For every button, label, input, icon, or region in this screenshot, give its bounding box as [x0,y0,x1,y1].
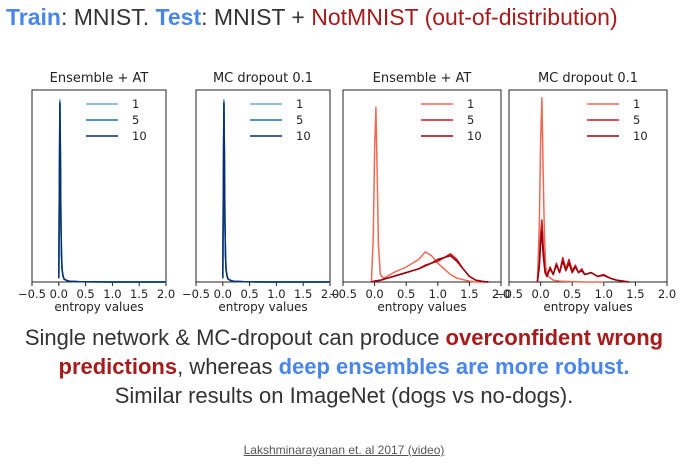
chart-panel-2: MC dropout 0.1 −0.5 0.0 0.5 1.0 1.5 2.0 entropy… [182,71,339,314]
chart-title: MC dropout 0.1 [213,71,313,86]
x-tick-label: 0.5 [76,287,94,301]
x-axis-label: entropy values [218,300,307,314]
title-test-label: Test [155,4,202,30]
title-ood-text: NotMNIST (out-of-distribution) [311,4,618,30]
caption-line-1: Single network & MC-dropout can produce … [0,323,688,352]
legend-label-5: 5 [132,113,139,127]
caption-line2-b: , whereas [177,354,279,379]
legend-label-10: 10 [633,129,648,143]
legend-label-10: 10 [467,129,482,143]
x-tick-label: 1.0 [103,287,121,301]
series-line-10 [371,254,489,283]
series-line-1 [370,106,489,283]
chart-panel-4: MC dropout 0.1 −0.5 0.0 0.5 1.0 1.5 2.0 entropy… [495,71,676,314]
title-test-text: : MNIST + [201,4,312,30]
series-line-1 [58,98,166,283]
x-tick-label: 2.0 [157,287,175,301]
legend-label-5: 5 [633,113,640,127]
x-tick-label: −0.5 [495,287,523,301]
caption-line-3: Similar results on ImageNet (dogs vs no-… [114,383,574,408]
entropy-charts: Ensemble + AT −0.5 0.0 0.5 1.0 1.5 2.0 entropy … [18,71,676,314]
legend-label-5: 5 [296,113,303,127]
x-tick-label: 1.5 [294,287,312,301]
x-tick-label: 1.0 [267,287,285,301]
caption-line2-c: deep ensembles are more robust. [278,354,630,379]
caption-line1-a: Single network & MC-dropout can produce [24,325,446,350]
series-line-1 [536,97,604,283]
chart-title: Ensemble + AT [373,71,472,86]
x-tick-label: 1.5 [130,287,148,301]
x-tick-label: 2.0 [658,287,676,301]
x-tick-label: 0.5 [563,287,581,301]
slide-title: Train: MNIST. Test: MNIST + NotMNIST (ou… [6,4,686,31]
caption: Single network & MC-dropout can produce … [0,323,688,410]
legend-label-5: 5 [467,113,474,127]
plot-frame [508,89,668,283]
series-line-10 [536,230,630,283]
plot-frame [31,89,167,283]
x-axis-label: entropy values [543,300,632,314]
x-tick-label: −0.5 [329,287,357,301]
legend-label-10: 10 [296,129,311,143]
chart-panel-1: Ensemble + AT −0.5 0.0 0.5 1.0 1.5 2.0 entropy … [18,71,175,314]
legend-label-1: 1 [467,97,474,111]
series-line-10 [222,102,330,283]
chart-title: Ensemble + AT [50,71,149,86]
caption-line1-b: overconfident wrong [445,325,664,350]
chart-title: MC dropout 0.1 [538,71,638,86]
x-tick-label: 0.0 [365,287,383,301]
x-tick-label: 0.0 [50,287,68,301]
title-train-label: Train [6,4,61,30]
x-tick-label: 1.5 [460,287,478,301]
legend-label-10: 10 [132,129,147,143]
x-tick-label: −0.5 [18,287,46,301]
x-tick-label: −0.5 [182,287,210,301]
legend-label-1: 1 [296,97,303,111]
plot-frame [342,89,502,283]
x-tick-label: 1.5 [626,287,644,301]
x-tick-label: 2.0 [321,287,339,301]
plot-frame [195,89,331,283]
chart-panel-3: Ensemble + AT −0.5 0.0 0.5 1.0 1.5 2.0 entropy … [329,71,510,314]
citation-link[interactable]: Lakshminarayanan et. al 2017 (video) [243,443,445,457]
x-axis-label: entropy values [54,300,143,314]
series-line-5 [58,100,166,283]
x-tick-label: 0.0 [214,287,232,301]
title-train-text: : MNIST. [60,4,156,30]
x-tick-label: 1.0 [429,287,447,301]
x-tick-label: 1.0 [595,287,613,301]
legend-label-1: 1 [132,97,139,111]
x-axis-label: entropy values [377,300,466,314]
legend-label-1: 1 [633,97,640,111]
series-line-5 [222,100,330,283]
x-tick-label: 0.5 [240,287,258,301]
series-line-1 [222,98,330,283]
x-tick-label: 0.0 [531,287,549,301]
x-tick-label: 2.0 [492,287,510,301]
series-line-10 [58,102,166,283]
caption-line-2: predictions, whereas deep ensembles are … [0,352,688,381]
x-tick-label: 0.5 [397,287,415,301]
caption-line2-a: predictions [58,354,178,379]
